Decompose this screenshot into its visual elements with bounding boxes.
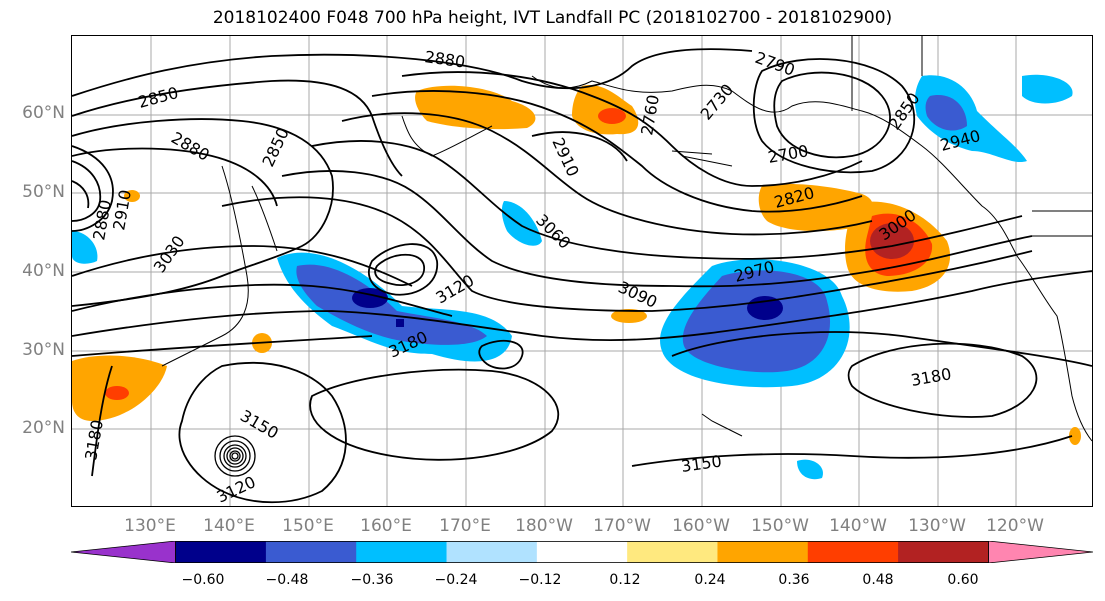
colorbar-cell xyxy=(988,541,1093,563)
colorbar-tick: 0.36 xyxy=(778,572,810,588)
contour-label: 2700 xyxy=(766,141,809,167)
map-canvas: 2880 2790 2850 2760 2730 2880 2910 2850 … xyxy=(72,36,1092,506)
colorbar-cell xyxy=(356,541,448,563)
colorbar-cell xyxy=(71,541,176,563)
lon-label-130w: 130°W xyxy=(908,516,966,536)
height-contours xyxy=(72,48,1092,504)
colorbar-cell xyxy=(536,541,628,563)
contour-label: 2730 xyxy=(697,80,738,123)
colorbar-outline xyxy=(175,541,989,563)
colorbar-tick: −0.24 xyxy=(434,572,478,588)
colorbar-cells xyxy=(71,541,1093,563)
contour-label: 3180 xyxy=(909,364,952,390)
colorbar-tick: −0.12 xyxy=(518,572,562,588)
contour-label: 2850 xyxy=(136,83,180,112)
contour-label: 3180 xyxy=(81,418,107,461)
colorbar-cell xyxy=(717,541,809,563)
lon-label-170w: 170°W xyxy=(593,516,651,536)
colorbar-cell xyxy=(446,541,538,563)
ivt-positive-regions xyxy=(72,85,1081,445)
lon-label-130e: 130°E xyxy=(124,516,176,536)
contour-label: 2880 xyxy=(89,198,115,241)
lon-label-150e: 150°E xyxy=(282,516,334,536)
contour-label: 3090 xyxy=(615,277,660,311)
lon-label-120w: 120°W xyxy=(986,516,1044,536)
lon-label-140e: 140°E xyxy=(203,516,255,536)
colorbar-tick: 0.12 xyxy=(609,572,641,588)
contour-label: 2880 xyxy=(168,128,213,165)
colorbar-cell xyxy=(807,541,899,563)
colorbar-tick: −0.36 xyxy=(350,572,394,588)
contour-label: 2910 xyxy=(548,135,582,180)
lat-label-40n: 40°N xyxy=(22,261,65,281)
contour-label: 3120 xyxy=(433,271,478,308)
lon-label-170e: 170°E xyxy=(439,516,491,536)
lat-label-50n: 50°N xyxy=(22,182,65,202)
colorbar-cell xyxy=(265,541,357,563)
lon-label-150w: 150°W xyxy=(751,516,809,536)
colorbar-tick: −0.48 xyxy=(265,572,309,588)
colorbar-tick: 0.60 xyxy=(947,572,979,588)
lon-label-160e: 160°E xyxy=(360,516,412,536)
lon-label-180w: 180°W xyxy=(515,516,573,536)
contour-label: 2850 xyxy=(258,125,292,170)
map-panel: 2880 2790 2850 2760 2730 2880 2910 2850 … xyxy=(71,35,1093,507)
colorbar-tick: 0.24 xyxy=(694,572,726,588)
lat-label-60n: 60°N xyxy=(22,103,65,123)
map-title: 2018102400 F048 700 hPa height, IVT Land… xyxy=(212,8,893,28)
colorbar xyxy=(71,541,1093,563)
lon-label-160w: 160°W xyxy=(672,516,730,536)
lon-label-140w: 140°W xyxy=(829,516,887,536)
colorbar-cell xyxy=(898,541,989,563)
lat-label-30n: 30°N xyxy=(22,340,65,360)
colorbar-cell xyxy=(175,541,267,563)
typhoon-contours xyxy=(214,435,256,477)
colorbar-tick: 0.48 xyxy=(862,572,894,588)
lat-label-20n: 20°N xyxy=(22,418,65,438)
contour-label: 2880 xyxy=(423,47,466,71)
contour-label: 3150 xyxy=(680,451,723,475)
colorbar-cell xyxy=(627,541,718,563)
colorbar-tick: −0.60 xyxy=(181,572,225,588)
contour-label: 2760 xyxy=(637,93,663,136)
